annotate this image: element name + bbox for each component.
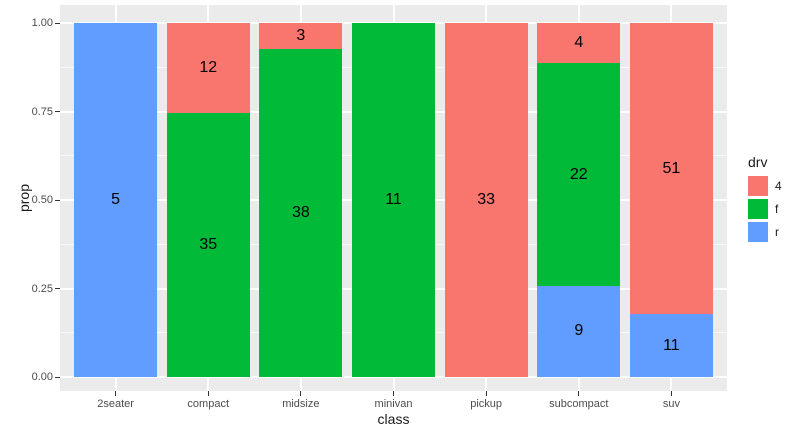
legend-label: r bbox=[775, 225, 779, 239]
bar-segment-r-suv bbox=[629, 314, 713, 377]
x-tick-label: suv bbox=[662, 398, 680, 410]
bar-value-label: 38 bbox=[291, 203, 310, 221]
bar-value-label: 11 bbox=[663, 336, 680, 354]
x-tick-label: compact bbox=[187, 398, 229, 410]
x-tick bbox=[207, 391, 209, 396]
bar-value-label: 35 bbox=[199, 236, 218, 254]
y-tick bbox=[55, 199, 60, 201]
bar-value-label: 12 bbox=[199, 59, 218, 77]
y-tick bbox=[55, 111, 60, 112]
bar-value-label: 33 bbox=[477, 191, 496, 208]
bar-value-label: 5 bbox=[111, 191, 121, 208]
bar-value-label: 9 bbox=[574, 322, 584, 340]
legend-label: f bbox=[775, 202, 779, 216]
y-tick-label: 1.00 bbox=[31, 17, 53, 29]
x-tick bbox=[115, 391, 117, 396]
legend-key-swatch bbox=[748, 199, 768, 219]
bar-value-label: 3 bbox=[296, 26, 306, 44]
x-tick bbox=[300, 391, 302, 396]
legend-title: drv bbox=[748, 154, 768, 170]
x-tick bbox=[670, 391, 672, 396]
x-tick-label: midsize bbox=[282, 398, 320, 410]
legend-key-swatch bbox=[748, 176, 768, 196]
x-axis-title: class bbox=[377, 411, 410, 427]
bar-segment-4-compact bbox=[166, 23, 250, 114]
bar-segment-r-2seater bbox=[74, 23, 158, 377]
y-tick-label: 0.00 bbox=[31, 371, 53, 383]
bar-value-label: 51 bbox=[662, 159, 681, 177]
x-tick bbox=[485, 391, 487, 396]
x-tick-label: subcompact bbox=[549, 398, 609, 410]
y-tick bbox=[55, 22, 60, 24]
legend-entry: 4 bbox=[748, 176, 782, 196]
bar-segment-f-minivan bbox=[352, 23, 435, 377]
bar-segment-f-subcompact bbox=[537, 63, 621, 286]
bar-value-label: 4 bbox=[574, 34, 584, 52]
bar-value-label: 22 bbox=[569, 165, 588, 183]
y-tick bbox=[55, 376, 60, 378]
y-tick-label: 0.75 bbox=[31, 105, 53, 118]
bar-value-label: 11 bbox=[385, 191, 402, 208]
x-tick-label: minivan bbox=[374, 398, 413, 410]
bar-segment-f-compact bbox=[166, 113, 250, 377]
legend-label: 4 bbox=[775, 179, 782, 193]
legend-key-swatch bbox=[748, 222, 768, 242]
legend-entry: f bbox=[748, 199, 782, 219]
x-tick bbox=[578, 391, 580, 396]
y-tick-label: 0.50 bbox=[31, 194, 53, 206]
bar-segment-r-subcompact bbox=[537, 285, 621, 377]
y-tick-label: 0.25 bbox=[31, 282, 53, 295]
bar-segment-4-pickup bbox=[444, 23, 528, 377]
bar-segment-4-suv bbox=[629, 23, 713, 315]
plot-panel: 5 35 12 38 3 11 33 9 22 4 11 51 bbox=[60, 5, 727, 391]
bar-segment-4-midsize bbox=[259, 23, 343, 49]
legend-entry: r bbox=[748, 222, 782, 242]
x-tick-label: pickup bbox=[470, 398, 503, 410]
bar-segment-4-subcompact bbox=[537, 23, 621, 64]
y-tick bbox=[55, 288, 60, 289]
x-tick bbox=[393, 391, 394, 396]
x-tick-label: 2seater bbox=[97, 398, 134, 410]
bar-segment-f-midsize bbox=[259, 48, 343, 377]
